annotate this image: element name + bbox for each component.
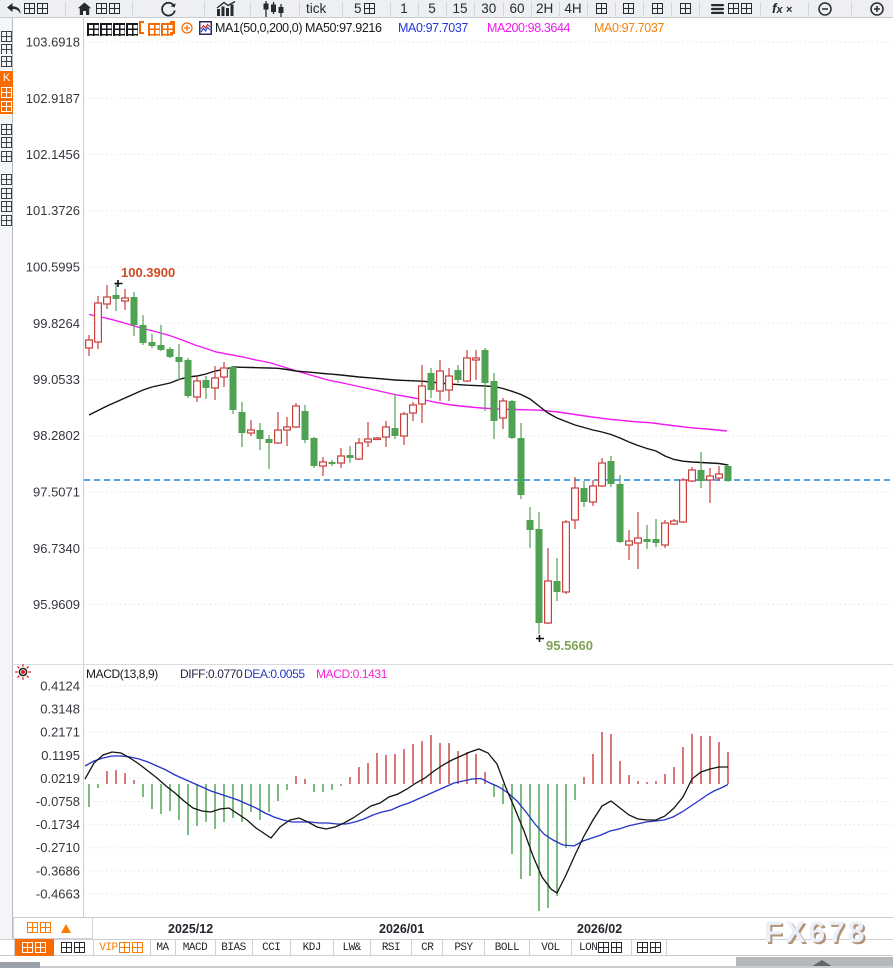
svg-text:96.7340: 96.7340 [33, 541, 80, 556]
svg-text:103.6918: 103.6918 [26, 35, 80, 50]
svg-text:101.3726: 101.3726 [26, 203, 80, 218]
svg-text:99.8264: 99.8264 [33, 316, 80, 331]
svg-text:-0.1734: -0.1734 [36, 817, 80, 832]
svg-text:-0.3686: -0.3686 [36, 863, 80, 878]
svg-text:0.3148: 0.3148 [40, 702, 80, 717]
svg-text:99.0533: 99.0533 [33, 372, 80, 387]
svg-text:102.9187: 102.9187 [26, 91, 80, 106]
svg-text:100.3900: 100.3900 [121, 265, 175, 280]
svg-text:-0.4663: -0.4663 [36, 886, 80, 901]
svg-text:0.0219: 0.0219 [40, 771, 80, 786]
svg-text:100.5995: 100.5995 [26, 260, 80, 275]
svg-text:95.5660: 95.5660 [546, 638, 593, 653]
svg-text:97.5071: 97.5071 [33, 485, 80, 500]
svg-text:102.1456: 102.1456 [26, 147, 80, 162]
svg-text:-0.0758: -0.0758 [36, 794, 80, 809]
svg-text:98.2802: 98.2802 [33, 428, 80, 443]
svg-text:-0.2710: -0.2710 [36, 840, 80, 855]
svg-text:0.4124: 0.4124 [40, 679, 80, 694]
svg-text:0.1195: 0.1195 [41, 748, 80, 763]
svg-text:0.2171: 0.2171 [40, 725, 80, 740]
svg-text:95.9609: 95.9609 [33, 597, 80, 612]
